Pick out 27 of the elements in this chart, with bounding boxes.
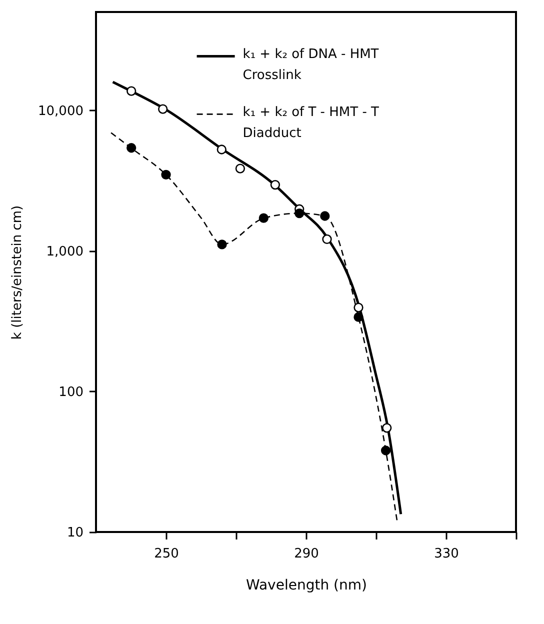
point — [216, 144, 226, 154]
point — [294, 208, 304, 218]
x-tick-label: 330 — [434, 546, 459, 562]
legend-label: k₁ + k₂ of DNA - HMT Crosslink — [242, 47, 379, 84]
point — [258, 213, 268, 223]
point — [126, 143, 136, 153]
y-tick-label: 1,000 — [46, 244, 84, 260]
point — [382, 423, 392, 433]
point — [354, 312, 364, 322]
y-axis-title: k (liters/einstein cm) — [10, 205, 26, 340]
y-tick-label: 10,000 — [38, 104, 84, 119]
point — [235, 164, 246, 174]
y-tick-label: 100 — [58, 384, 84, 400]
point — [320, 211, 330, 221]
point — [380, 446, 391, 456]
point — [126, 86, 136, 96]
x-tick-label: 290 — [294, 546, 319, 562]
point — [270, 180, 280, 190]
y-tick-label: 10 — [66, 526, 84, 540]
point — [158, 104, 168, 114]
x-axis-title: Wavelength (nm) — [246, 578, 367, 594]
point — [354, 302, 364, 312]
point — [161, 170, 171, 180]
x-tick-label: 250 — [154, 546, 179, 562]
point — [322, 234, 332, 244]
point — [217, 240, 227, 250]
legend-label: k₁ + k₂ of T - HMT - T Diadduct — [242, 105, 380, 142]
